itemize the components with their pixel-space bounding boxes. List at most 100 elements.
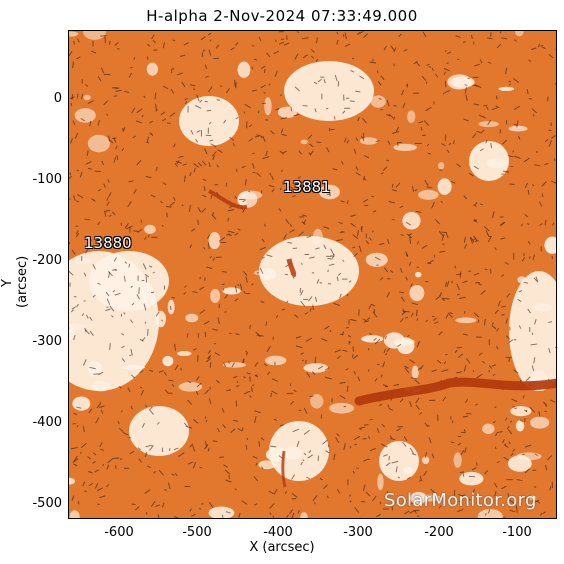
fibril-speck (107, 458, 113, 464)
fibril-speck (431, 67, 435, 71)
fibril-speck (522, 395, 525, 399)
fibril-speck (414, 378, 420, 385)
fibril-speck (355, 90, 361, 93)
fibril-speck (391, 460, 399, 464)
fibril-speck (533, 499, 540, 504)
fibril-speck (336, 239, 343, 242)
fibril-speck (506, 293, 511, 298)
fibril-speck (130, 374, 136, 379)
fibril-speck (415, 397, 420, 404)
fibril-speck (374, 256, 381, 261)
fibril-speck (363, 458, 369, 462)
fibril-speck (142, 263, 147, 270)
fibril-speck (389, 270, 394, 273)
fibril-speck (514, 407, 518, 410)
fibril-speck (505, 335, 511, 340)
fibril-speck (212, 257, 216, 261)
fibril-speck (548, 54, 554, 59)
fibril-speck (387, 238, 390, 245)
fibril-speck (362, 484, 366, 492)
fibril-speck (121, 358, 126, 362)
fibril-speck (501, 139, 508, 145)
fibril-speck (174, 163, 178, 167)
fibril-speck (184, 97, 188, 101)
fibril-speck (411, 377, 418, 380)
fibril-speck (85, 248, 89, 254)
x-tick-label: -300 (343, 525, 373, 540)
fibril-speck (447, 312, 453, 318)
x-tick-label: -500 (182, 525, 212, 540)
fibril-speck (260, 190, 263, 194)
fibril-speck (352, 354, 359, 360)
fibril-speck (107, 271, 113, 277)
fibril-speck (243, 111, 246, 114)
fibril-speck (236, 380, 239, 384)
fibril-speck (118, 386, 122, 389)
fibril-speck (245, 350, 249, 354)
fibril-speck (110, 517, 112, 518)
fibril-speck (168, 379, 174, 382)
fibril-speck (501, 485, 507, 490)
fibril-speck (551, 180, 556, 184)
fibril-speck (487, 61, 492, 64)
fibril-speck (506, 425, 510, 430)
fibril-speck (215, 44, 220, 49)
fibril-speck (335, 437, 340, 444)
fibril-speck (235, 42, 239, 46)
fibril-speck (197, 207, 202, 213)
fibril-speck (352, 234, 359, 240)
fibril-speck (291, 474, 296, 480)
fibril-speck (401, 89, 405, 96)
fibril-speck (217, 427, 220, 433)
fibril-speck (483, 319, 486, 326)
fibril-speck (386, 159, 389, 162)
x-tick-label: -600 (104, 525, 134, 540)
fibril-speck (76, 169, 79, 172)
fibril-speck (261, 466, 264, 470)
fibril-speck (260, 437, 265, 441)
fibril-speck (398, 33, 402, 38)
fibril-speck (534, 319, 537, 325)
fibril-speck (88, 470, 93, 474)
fibril-speck (543, 401, 548, 406)
fibril-speck (474, 240, 479, 242)
fibril-speck (174, 343, 177, 351)
fibril-speck (442, 92, 445, 95)
fibril-speck (441, 297, 445, 302)
fibril-speck (479, 148, 484, 152)
fibril-speck (272, 515, 275, 518)
fibril-speck (546, 455, 553, 461)
fibril-speck (161, 224, 164, 227)
fibril-speck (346, 326, 350, 329)
y-tick-label: 0 (53, 91, 62, 106)
fibril-speck (205, 358, 211, 363)
plage-patch (453, 452, 462, 468)
fibril-speck (155, 103, 157, 110)
fibril-speck (147, 328, 149, 336)
fibril-speck (137, 447, 142, 451)
fibril-speck (388, 407, 393, 411)
fibril-speck (243, 376, 246, 379)
fibril-speck (336, 355, 341, 360)
fibril-speck (373, 337, 377, 341)
fibril-speck (112, 457, 120, 460)
fibril-speck (254, 410, 261, 414)
fibril-speck (350, 69, 355, 73)
fibril-speck (513, 155, 521, 159)
fibril-speck (476, 373, 483, 379)
fibril-speck (343, 443, 346, 451)
fibril-speck (363, 155, 370, 159)
fibril-speck (80, 442, 87, 449)
fibril-speck (462, 333, 468, 336)
fibril-speck (150, 194, 156, 198)
fibril-speck (252, 455, 258, 459)
fibril-speck (123, 312, 126, 315)
plage-patch (498, 86, 515, 91)
fibril-speck (369, 61, 377, 64)
fibril-speck (456, 371, 463, 374)
fibril-speck (338, 222, 343, 224)
fibril-speck (140, 219, 143, 223)
fibril-speck (461, 494, 466, 498)
fibril-speck (266, 254, 273, 258)
fibril-speck (291, 492, 298, 498)
